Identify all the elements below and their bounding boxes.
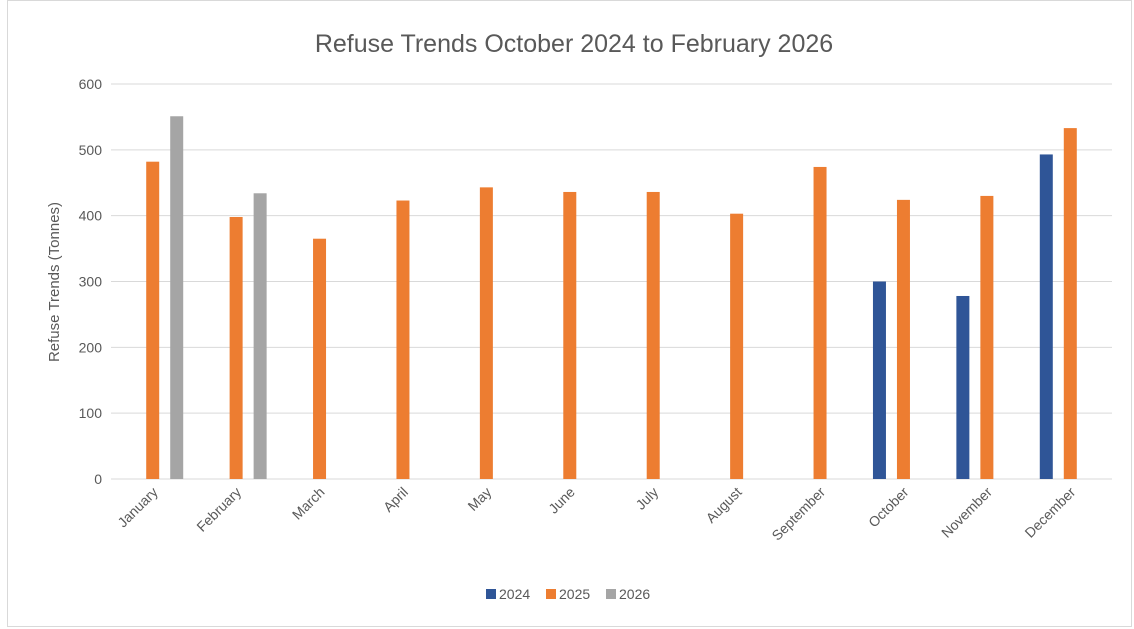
x-tick-label: May: [464, 484, 494, 514]
y-tick-label: 0: [94, 471, 102, 487]
x-tick-label: October: [865, 484, 912, 531]
bars: [146, 116, 1077, 480]
bar-2026-february: [253, 193, 267, 480]
bar-2026-january: [170, 116, 184, 479]
y-tick-label: 500: [79, 142, 103, 158]
bar-2025-august: [730, 213, 744, 480]
legend-swatch-2026: [606, 589, 616, 599]
bar-2025-may: [479, 187, 493, 479]
bar-2025-july: [646, 191, 660, 479]
x-tick-label: July: [632, 484, 661, 513]
x-tick-label: June: [545, 484, 578, 517]
bar-2024-november: [956, 295, 970, 479]
bar-2025-october: [896, 199, 910, 479]
gridlines: [111, 83, 1112, 480]
x-tick-label: January: [114, 484, 161, 531]
bar-2025-november: [980, 195, 994, 479]
bar-2025-march: [313, 238, 327, 479]
x-tick-label: September: [768, 484, 828, 544]
x-tick-label: April: [380, 484, 411, 515]
bar-2025-december: [1063, 128, 1077, 479]
legend-label-2025: 2025: [559, 586, 590, 602]
bar-2025-june: [563, 191, 577, 479]
chart-title: Refuse Trends October 2024 to February 2…: [315, 30, 833, 58]
x-axis-ticks: January February March April May June July Augu…: [114, 484, 1078, 544]
y-tick-label: 200: [79, 339, 103, 355]
legend-swatch-2024: [486, 589, 496, 599]
y-tick-label: 400: [79, 208, 103, 224]
legend-label-2024: 2024: [499, 586, 530, 602]
y-tick-label: 100: [79, 405, 103, 421]
x-tick-label: August: [703, 484, 745, 526]
y-axis-ticks: 0 100 200 300 400 500 600: [79, 76, 103, 487]
y-axis-label: Refuse Trends (Tonnes): [46, 202, 63, 362]
y-tick-label: 300: [79, 274, 103, 290]
bar-2024-december: [1039, 154, 1053, 480]
bar-2025-february: [229, 216, 243, 479]
x-tick-label: March: [289, 484, 328, 523]
x-tick-label: February: [193, 484, 244, 535]
refuse-trends-chart: Refuse Trends October 2024 to February 2…: [46, 30, 1112, 602]
bar-2025-january: [146, 161, 160, 479]
bar-2024-october: [872, 281, 886, 479]
x-tick-label: November: [938, 484, 995, 541]
bar-2025-april: [396, 200, 410, 479]
legend-swatch-2025: [546, 589, 556, 599]
bar-2025-september: [813, 166, 827, 479]
chart-frame: Refuse Trends October 2024 to February 2…: [7, 0, 1132, 627]
legend-label-2026: 2026: [619, 586, 650, 602]
y-tick-label: 600: [79, 76, 103, 92]
legend: 2024 2025 2026: [486, 586, 650, 602]
x-tick-label: December: [1021, 484, 1078, 541]
